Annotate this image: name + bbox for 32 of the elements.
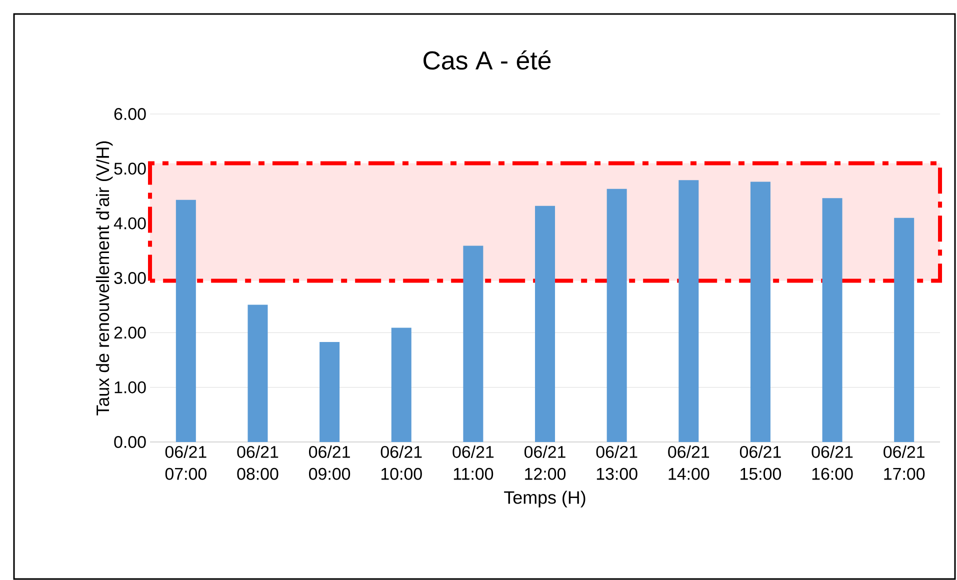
bar bbox=[750, 182, 770, 442]
bar bbox=[822, 198, 842, 442]
x-tick-label: 06/21 11:00 bbox=[452, 446, 494, 480]
y-tick-label: 5.00 bbox=[114, 162, 146, 175]
x-tick-label: 06/21 17:00 bbox=[884, 446, 925, 480]
x-tick-label: 06/21 15:00 bbox=[740, 446, 781, 480]
x-tick-label: 06/21 10:00 bbox=[380, 446, 422, 480]
bar bbox=[463, 246, 484, 442]
bar bbox=[248, 304, 268, 442]
bar bbox=[176, 200, 196, 442]
bar bbox=[320, 342, 340, 442]
bar bbox=[391, 328, 412, 442]
bar bbox=[678, 180, 699, 442]
y-axis-title: Taux de renouvellement d'air (V/H) bbox=[96, 141, 113, 416]
y-tick-label: 1.00 bbox=[114, 381, 146, 394]
x-tick-label: 06/21 12:00 bbox=[524, 446, 566, 480]
y-tick-label: 6.00 bbox=[114, 108, 146, 120]
bar bbox=[894, 218, 914, 442]
x-tick-label: 06/21 16:00 bbox=[812, 446, 853, 480]
y-tick-label: 2.00 bbox=[114, 326, 146, 339]
x-tick-label: 06/21 07:00 bbox=[165, 446, 206, 480]
x-axis-title: Temps (H) bbox=[504, 490, 586, 508]
x-tick-label: 06/21 13:00 bbox=[596, 446, 638, 480]
bar bbox=[535, 206, 556, 442]
y-tick-label: 4.00 bbox=[114, 217, 146, 230]
y-tick-label: 0.00 bbox=[114, 436, 146, 448]
chart-title: Cas A - été bbox=[424, 50, 551, 70]
bar bbox=[606, 188, 627, 442]
y-tick-label: 3.00 bbox=[114, 272, 146, 284]
x-tick-label: 06/21 09:00 bbox=[309, 446, 350, 480]
x-tick-label: 06/21 14:00 bbox=[668, 446, 710, 480]
x-tick-label: 06/21 08:00 bbox=[237, 446, 278, 480]
